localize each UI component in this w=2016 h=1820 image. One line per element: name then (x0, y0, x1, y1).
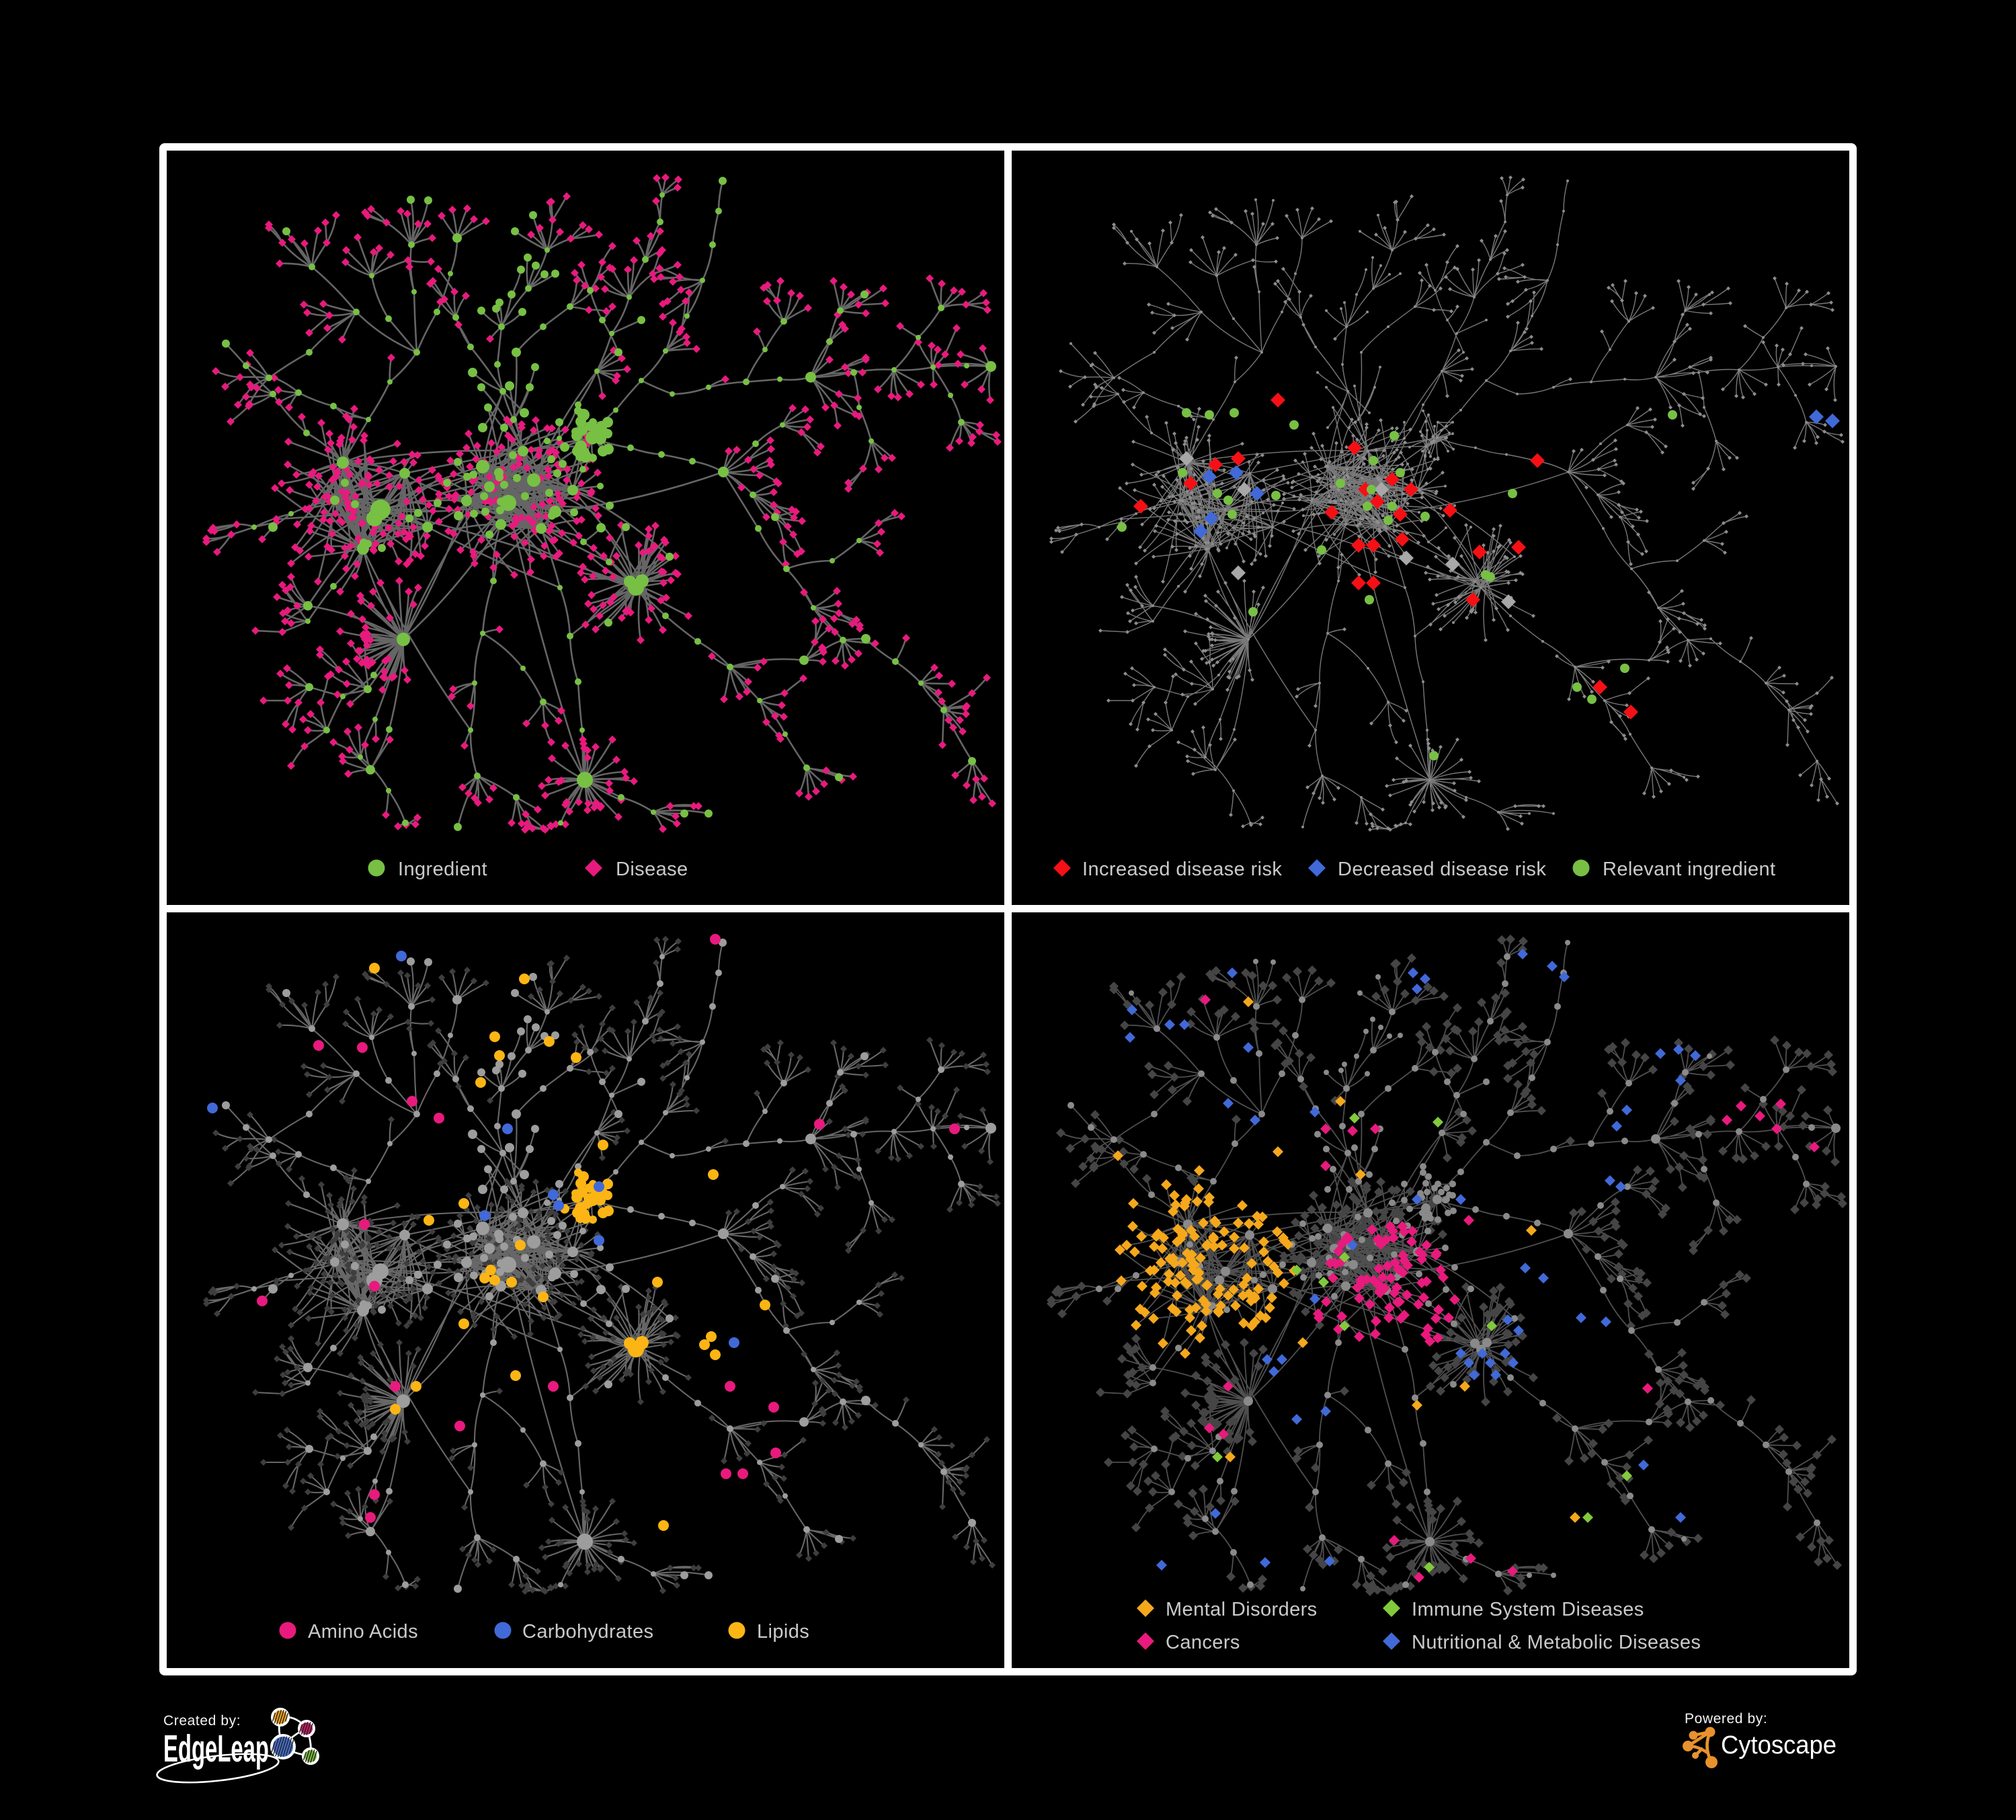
svg-text:Lipids: Lipids (757, 1621, 809, 1643)
svg-text:EdgeLeap: EdgeLeap (163, 1727, 269, 1770)
svg-text:Ingredient: Ingredient (398, 859, 487, 880)
svg-text:Mental Disorders: Mental Disorders (1166, 1599, 1318, 1620)
svg-text:Created by:: Created by: (163, 1713, 241, 1729)
svg-text:Cancers: Cancers (1166, 1632, 1240, 1653)
svg-text:Powered by:: Powered by: (1685, 1711, 1767, 1727)
svg-text:Increased disease risk: Increased disease risk (1082, 859, 1282, 880)
svg-text:Cytoscape: Cytoscape (1721, 1731, 1837, 1759)
svg-text:Relevant ingredient: Relevant ingredient (1603, 859, 1775, 880)
svg-text:Nutritional & Metabolic Diseas: Nutritional & Metabolic Diseases (1412, 1632, 1701, 1653)
svg-text:Carbohydrates: Carbohydrates (522, 1621, 653, 1643)
svg-text:Decreased disease risk: Decreased disease risk (1338, 859, 1546, 880)
svg-text:Disease: Disease (616, 859, 688, 880)
svg-text:Immune System Diseases: Immune System Diseases (1412, 1599, 1644, 1620)
svg-text:Amino Acids: Amino Acids (308, 1621, 418, 1643)
